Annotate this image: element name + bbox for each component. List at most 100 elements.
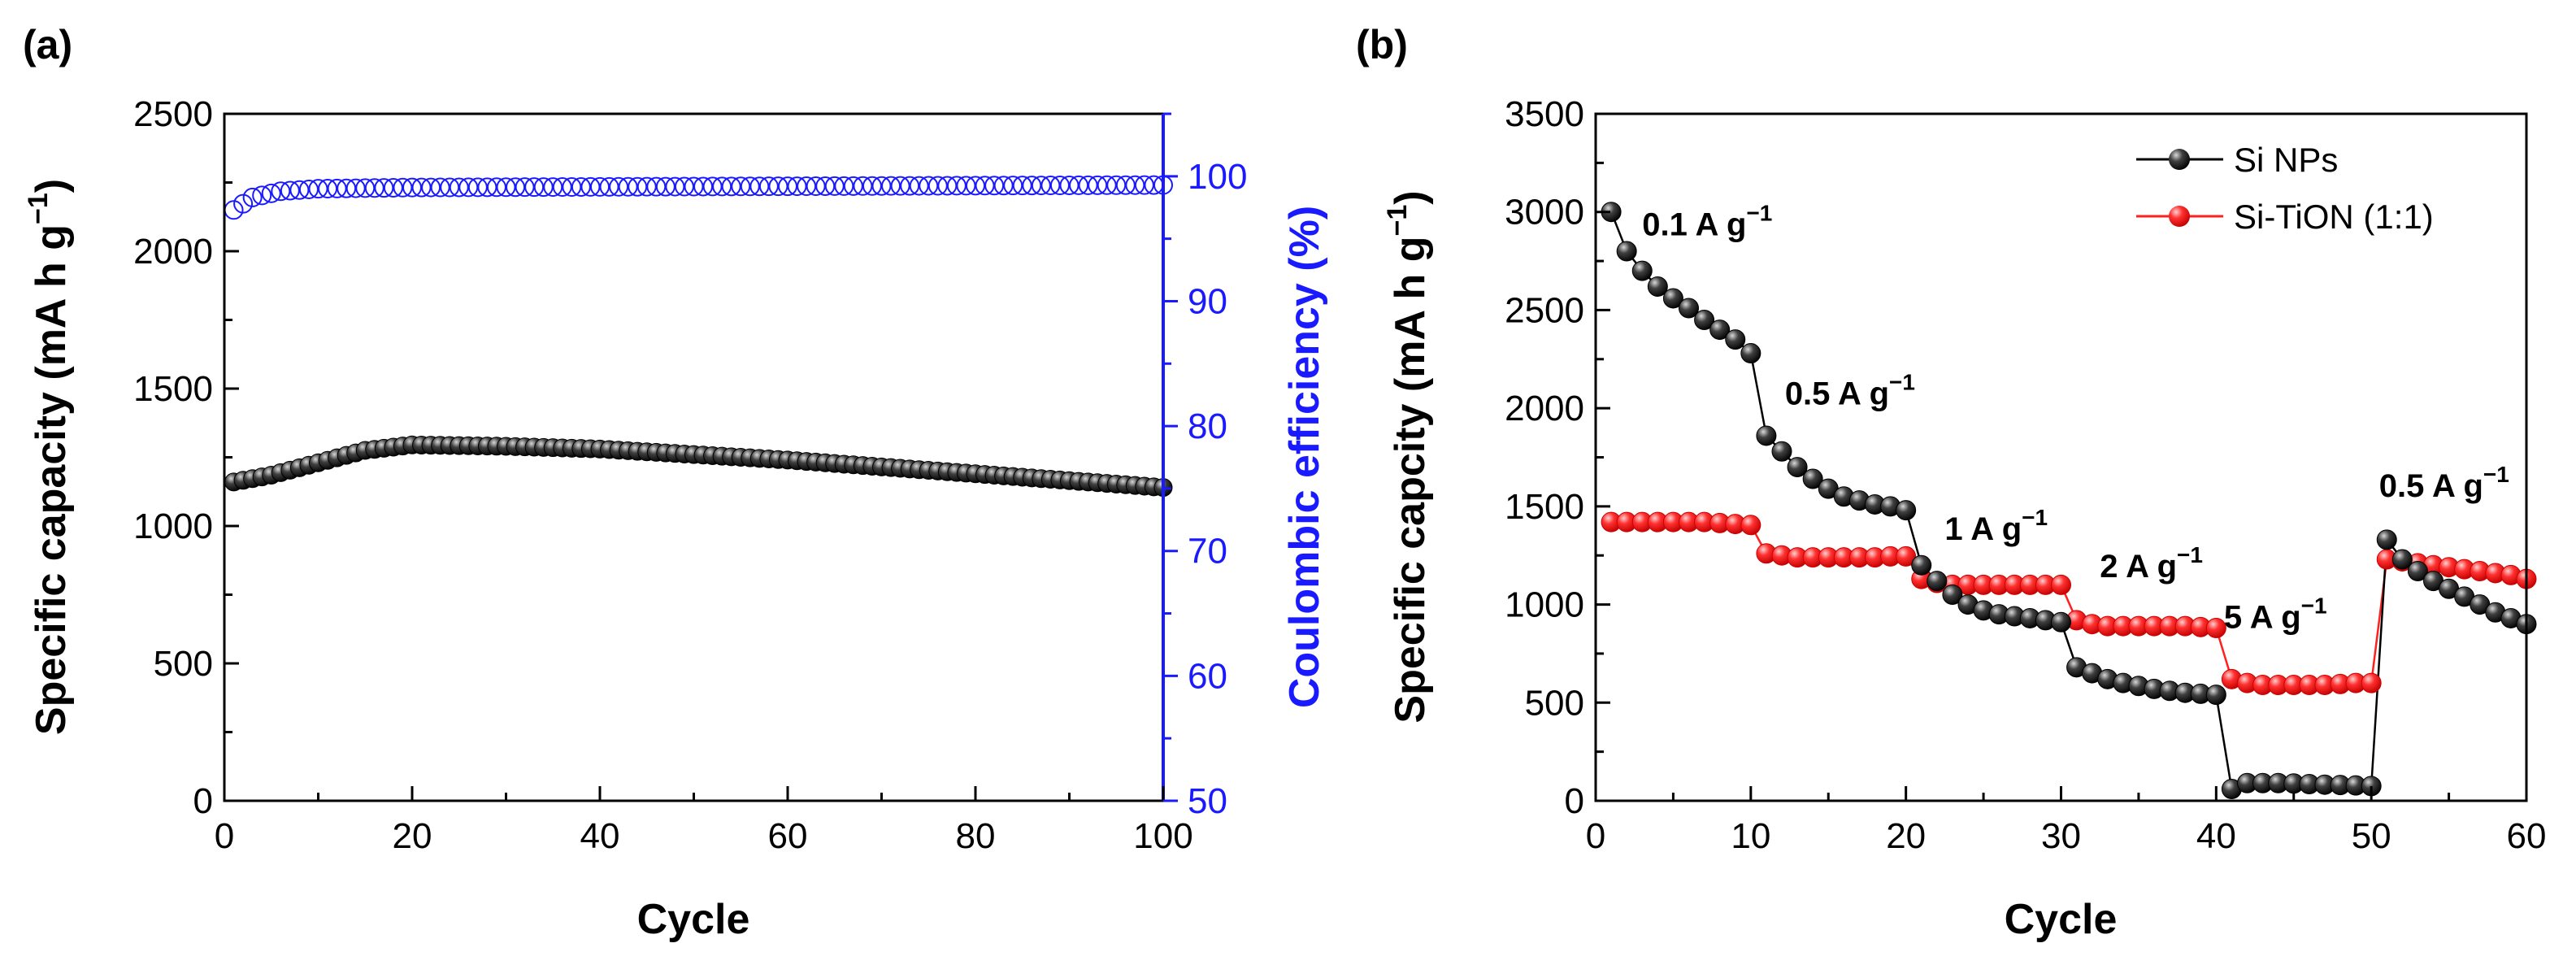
data-point-si-tion — [2361, 672, 2382, 693]
data-point-si-nps — [1802, 468, 1823, 489]
data-point-si-nps — [1787, 457, 1808, 478]
data-point-si-tion — [1896, 546, 1917, 567]
x-tick-label: 0 — [1586, 816, 1605, 856]
data-point-si-nps — [1771, 441, 1792, 462]
efficiency-point — [1003, 176, 1023, 196]
efficiency-point — [993, 176, 1014, 196]
rate-annotation-sup: −1 — [1746, 201, 1772, 226]
rate-annotation-sup: −1 — [1889, 369, 1915, 394]
y2-axis-title-a: Coulombic efficiency (%) — [1281, 206, 1328, 708]
efficiency-point — [843, 176, 863, 196]
efficiency-point — [318, 179, 338, 199]
y-axis-title-b-main: Specific capcity (mA h g — [1387, 236, 1434, 723]
efficiency-point — [740, 176, 760, 197]
efficiency-point — [749, 176, 770, 197]
efficiency-point — [712, 176, 732, 197]
efficiency-series — [224, 175, 1173, 220]
data-point-si-nps — [1911, 554, 1932, 576]
y-tick-label: 1500 — [1505, 487, 1584, 527]
rate-annotation-sup: −1 — [2483, 462, 2509, 487]
efficiency-point — [411, 177, 432, 198]
rate-annotation: 5 A g−1 — [2224, 593, 2327, 636]
efficiency-point — [1040, 176, 1061, 196]
efficiency-point — [1078, 175, 1098, 195]
efficiency-point — [890, 176, 910, 196]
y-axis-a: 0 500 1000 1500 2000 2500 — [133, 94, 239, 821]
data-point-si-nps — [1616, 241, 1637, 262]
x-tick-label: 30 — [2041, 816, 2081, 856]
efficiency-point — [646, 176, 667, 197]
x-tick-label: 80 — [956, 816, 996, 856]
rate-annotation: 0.1 A g−1 — [1642, 201, 1772, 243]
efficiency-point — [1031, 176, 1051, 196]
efficiency-point — [580, 176, 601, 197]
efficiency-point — [937, 176, 958, 196]
data-point-si-nps — [2051, 611, 2071, 632]
rate-annotation-text: 2 A g — [2100, 549, 2177, 585]
y-axis-title-a-main: Specific capacity (mA h g — [28, 224, 75, 735]
y2-tick-label: 50 — [1188, 781, 1227, 821]
rate-annotation-sup: −1 — [2022, 505, 2048, 530]
x-tick-label: 0 — [215, 816, 234, 856]
data-point-si-nps — [1927, 571, 1948, 592]
x-tick-label: 50 — [2352, 816, 2391, 856]
data-point-si-nps — [1756, 425, 1777, 446]
efficiency-point — [496, 177, 516, 198]
rate-annotation: 2 A g−1 — [2100, 542, 2203, 585]
efficiency-point — [421, 177, 441, 198]
y-axis-title-a-end: ) — [28, 179, 75, 193]
efficiency-point — [430, 177, 450, 198]
rate-annotation: 1 A g−1 — [1944, 505, 2048, 547]
efficiency-point — [440, 177, 460, 198]
efficiency-point — [327, 178, 347, 198]
efficiency-point — [486, 177, 506, 198]
x-axis-title-a: Cycle — [637, 896, 750, 943]
efficiency-point — [693, 176, 714, 197]
efficiency-point — [797, 176, 817, 197]
rate-annotation: 0.5 A g−1 — [2379, 462, 2509, 504]
x-axis-a: 0 20 40 60 80 100 — [215, 786, 1193, 856]
y-tick-label: 0 — [1565, 781, 1584, 821]
efficiency-point — [946, 176, 967, 196]
efficiency-point — [871, 176, 892, 196]
y-axis-title-b-sup: −1 — [1382, 205, 1413, 237]
x-tick-label: 60 — [2507, 816, 2547, 856]
efficiency-point — [674, 176, 694, 197]
y-axis-title-a: Specific capacity (mA h g−1) — [23, 179, 75, 735]
rate-annotation: 0.5 A g−1 — [1785, 369, 1915, 411]
efficiency-point — [590, 176, 610, 197]
y-tick-label: 2500 — [1505, 290, 1584, 330]
x-tick-label: 100 — [1133, 816, 1192, 856]
efficiency-point — [345, 178, 366, 198]
efficiency-point — [298, 179, 319, 199]
efficiency-point — [984, 176, 1005, 196]
efficiency-point — [543, 177, 563, 198]
data-point-si-nps — [1631, 260, 1653, 281]
efficiency-point — [599, 176, 619, 197]
rate-annotation-text: 5 A g — [2224, 600, 2301, 636]
y-axis-title-a-sup: −1 — [23, 193, 54, 224]
efficiency-point — [1022, 176, 1042, 196]
rate-annotation-text: 1 A g — [1944, 511, 2022, 547]
data-point-si-nps — [1694, 310, 1715, 330]
legend-label-si-nps: Si NPs — [2234, 141, 2338, 179]
efficiency-point — [1069, 175, 1089, 195]
efficiency-point — [665, 176, 685, 197]
data-point-si-nps — [1942, 585, 1963, 605]
efficiency-point — [909, 176, 929, 196]
efficiency-point — [261, 183, 281, 203]
data-point-si-nps — [2205, 685, 2226, 706]
efficiency-point — [383, 177, 403, 198]
efficiency-point — [768, 176, 788, 197]
efficiency-point — [815, 176, 836, 196]
efficiency-point — [308, 179, 328, 199]
efficiency-point — [609, 176, 629, 197]
data-point-si-nps — [1662, 288, 1683, 309]
efficiency-point — [242, 187, 263, 207]
efficiency-point — [636, 176, 657, 197]
efficiency-point — [853, 176, 873, 196]
data-point-si-nps — [2407, 561, 2428, 582]
efficiency-point — [337, 178, 357, 198]
efficiency-point — [787, 176, 807, 197]
efficiency-point — [824, 176, 845, 196]
